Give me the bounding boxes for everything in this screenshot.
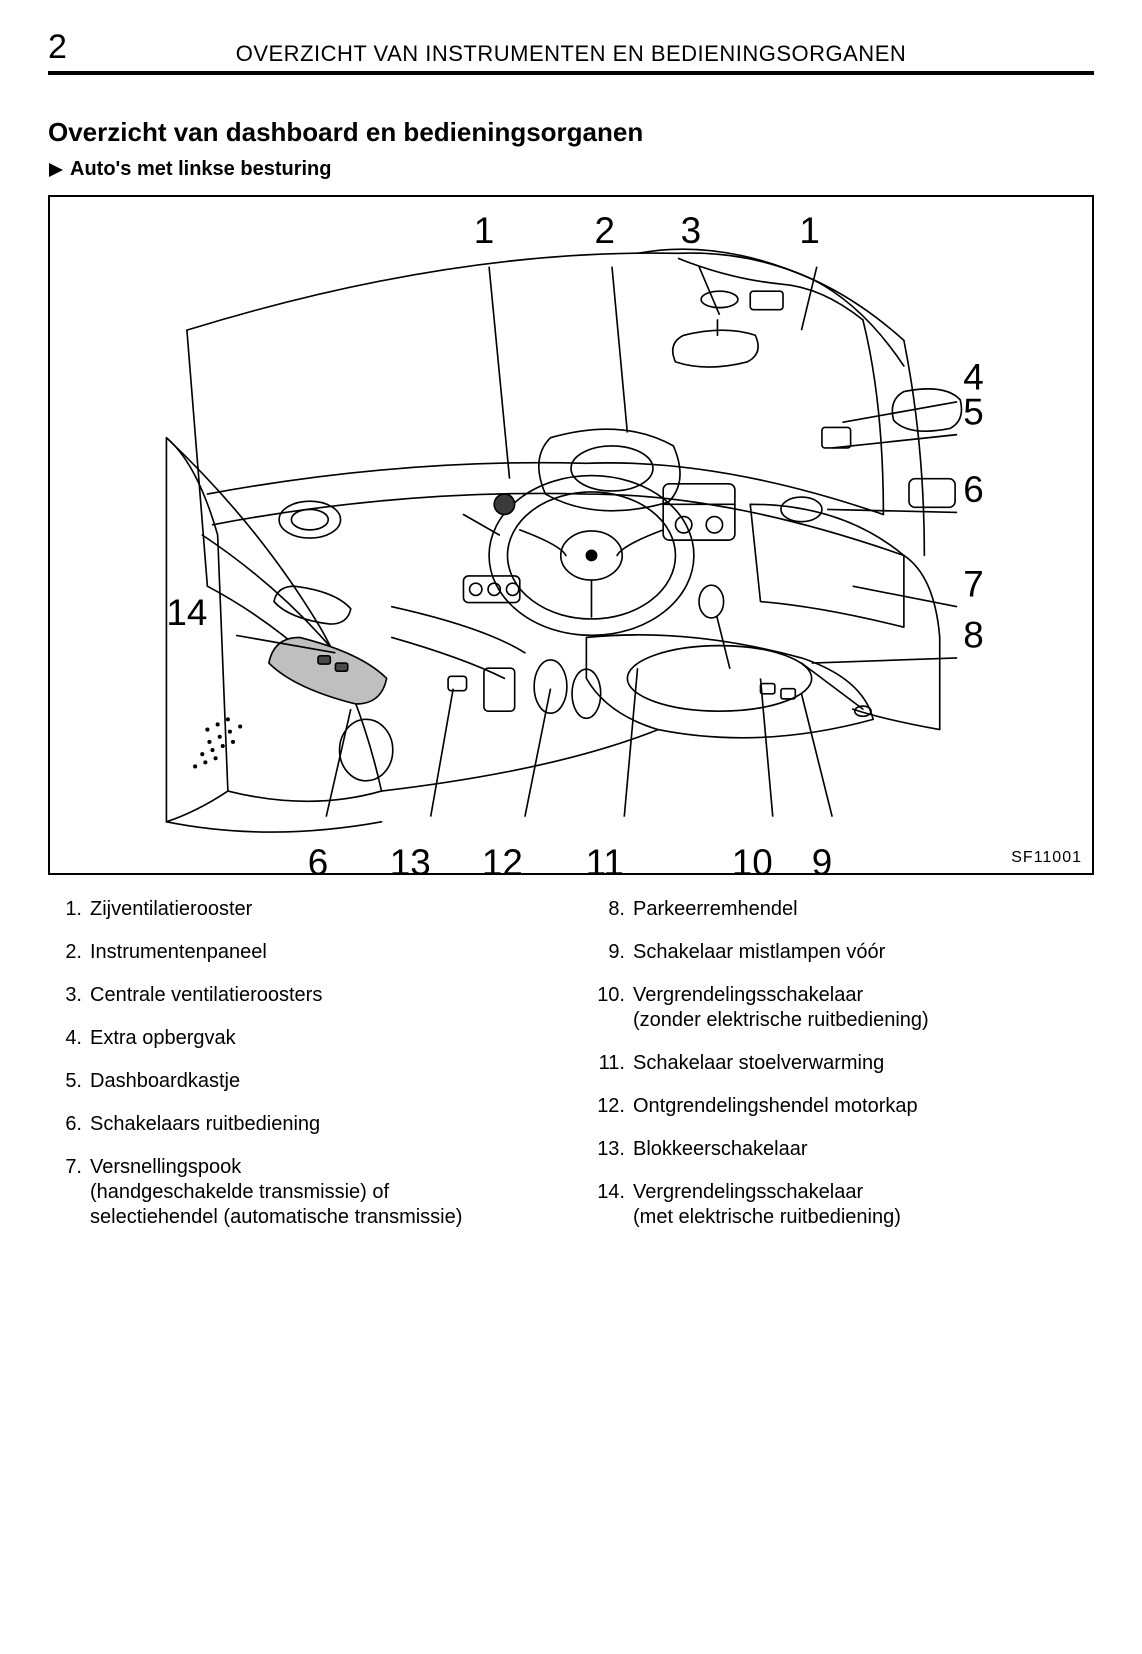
running-header: OVERZICHT VAN INSTRUMENTEN EN BEDIENINGS…: [158, 41, 1094, 67]
legend-item: 10.Vergrendelingsschakelaar (zonder elek…: [591, 983, 1094, 1033]
callout-number: 2: [595, 210, 616, 251]
legend-item-text: Dashboardkastje: [90, 1069, 551, 1094]
legend-item: 5.Dashboardkastje: [48, 1069, 551, 1094]
callout-number: 13: [390, 842, 431, 873]
legend-item: 9.Schakelaar mistlampen vóór: [591, 940, 1094, 965]
legend-item-number: 9.: [591, 940, 633, 965]
dashboard-diagram: 123145678146131211109: [50, 197, 1092, 873]
callout-number: 5: [963, 391, 984, 432]
legend-item-text: Instrumentenpaneel: [90, 940, 551, 965]
legend-item: 12.Ontgrendelingshendel motorkap: [591, 1094, 1094, 1119]
legend-item: 13.Blokkeerschakelaar: [591, 1137, 1094, 1162]
legend-item-number: 8.: [591, 897, 633, 922]
legend-item-number: 1.: [48, 897, 90, 922]
callout-number: 7: [963, 563, 984, 604]
legend-item: 1.Zijventilatierooster: [48, 897, 551, 922]
callout-number: 8: [963, 615, 984, 656]
callout-number: 3: [681, 210, 702, 251]
section-subheading: Auto's met linkse besturing: [70, 158, 331, 181]
legend-item-number: 10.: [591, 983, 633, 1033]
legend-item-text: Versnellingspook (handgeschakelde transm…: [90, 1155, 551, 1230]
legend-item: 6.Schakelaars ruitbediening: [48, 1112, 551, 1137]
legend-item-text: Vergrendelingsschakelaar (zonder elektri…: [633, 983, 1094, 1033]
callout-number: 1: [474, 210, 495, 251]
figure-frame: 123145678146131211109 SF11001: [48, 195, 1094, 875]
legend-col-right: 8.Parkeerremhendel9.Schakelaar mistlampe…: [591, 897, 1094, 1248]
legend-item-number: 3.: [48, 983, 90, 1008]
legend-item-text: Schakelaars ruitbediening: [90, 1112, 551, 1137]
callout-number: 11: [586, 842, 624, 873]
legend-col-left: 1.Zijventilatierooster2.Instrumentenpane…: [48, 897, 551, 1248]
legend-item-number: 6.: [48, 1112, 90, 1137]
legend-item-text: Schakelaar mistlampen vóór: [633, 940, 1094, 965]
legend: 1.Zijventilatierooster2.Instrumentenpane…: [48, 897, 1094, 1248]
legend-item-text: Zijventilatierooster: [90, 897, 551, 922]
callout-number: 1: [799, 210, 820, 251]
callout-number: 14: [166, 592, 207, 633]
legend-item-number: 5.: [48, 1069, 90, 1094]
page: 2 OVERZICHT VAN INSTRUMENTEN EN BEDIENIN…: [0, 0, 1142, 1654]
legend-item-number: 12.: [591, 1094, 633, 1119]
page-header: 2 OVERZICHT VAN INSTRUMENTEN EN BEDIENIN…: [48, 28, 1094, 75]
legend-item-number: 7.: [48, 1155, 90, 1230]
legend-item-number: 13.: [591, 1137, 633, 1162]
callout-number: 6: [308, 842, 329, 873]
legend-item: 7.Versnellingspook (handgeschakelde tran…: [48, 1155, 551, 1230]
legend-item: 14.Vergrendelingsschakelaar (met elektri…: [591, 1180, 1094, 1230]
figure-code: SF11001: [1011, 849, 1082, 867]
legend-item: 8.Parkeerremhendel: [591, 897, 1094, 922]
section-title: Overzicht van dashboard en bedieningsorg…: [48, 117, 1094, 148]
legend-item-number: 4.: [48, 1026, 90, 1051]
legend-item: 11.Schakelaar stoelverwarming: [591, 1051, 1094, 1076]
callout-number: 6: [963, 469, 984, 510]
callout-number: 9: [812, 842, 833, 873]
legend-item: 3.Centrale ventilatieroosters: [48, 983, 551, 1008]
callout-number: 10: [732, 842, 773, 873]
page-number: 2: [48, 28, 158, 67]
legend-item: 4.Extra opbergvak: [48, 1026, 551, 1051]
section-subheading-row: Auto's met linkse besturing: [48, 158, 1094, 181]
legend-item-text: Vergrendelingsschakelaar (met elektrisch…: [633, 1180, 1094, 1230]
legend-item-text: Ontgrendelingshendel motorkap: [633, 1094, 1094, 1119]
legend-item-number: 11.: [591, 1051, 633, 1076]
legend-item-text: Parkeerremhendel: [633, 897, 1094, 922]
legend-item-text: Schakelaar stoelverwarming: [633, 1051, 1094, 1076]
legend-item: 2.Instrumentenpaneel: [48, 940, 551, 965]
legend-item-text: Blokkeerschakelaar: [633, 1137, 1094, 1162]
legend-item-number: 2.: [48, 940, 90, 965]
legend-item-text: Centrale ventilatieroosters: [90, 983, 551, 1008]
legend-item-number: 14.: [591, 1180, 633, 1230]
callout-number: 12: [482, 842, 523, 873]
triangle-icon: [48, 162, 64, 178]
legend-item-text: Extra opbergvak: [90, 1026, 551, 1051]
